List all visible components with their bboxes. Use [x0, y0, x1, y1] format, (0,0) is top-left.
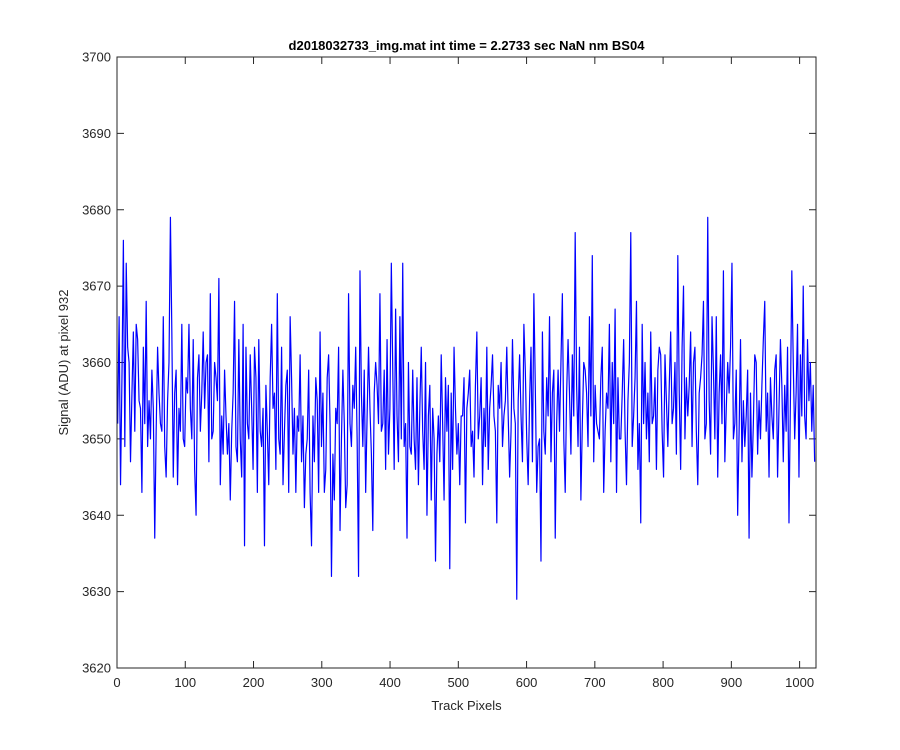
y-tick-label: 3640: [82, 508, 111, 523]
x-tick-label: 400: [379, 675, 401, 690]
x-tick-label: 0: [113, 675, 120, 690]
x-tick-label: 1000: [785, 675, 814, 690]
series-line: [117, 216, 816, 600]
x-tick-label: 300: [311, 675, 333, 690]
y-tick-labels: 3620 3630 3640 3650 3660 3670 3680 3690 3700: [82, 50, 111, 676]
y-tick-label: 3660: [82, 355, 111, 370]
y-tick-label: 3690: [82, 126, 111, 141]
x-tick-label: 200: [243, 675, 265, 690]
y-tick-label: 3670: [82, 279, 111, 294]
y-tick-label: 3650: [82, 431, 111, 446]
x-tick-label: 600: [516, 675, 538, 690]
y-tick-label: 3700: [82, 50, 111, 65]
x-tick-label: 700: [584, 675, 606, 690]
x-tick-label: 100: [174, 675, 196, 690]
x-tick-labels: 0 100 200 300 400 500 600 700 800 900 1000: [113, 675, 814, 690]
x-tick-label: 800: [652, 675, 674, 690]
x-tick-label: 500: [447, 675, 469, 690]
y-axis-title: Signal (ADU) at pixel 932: [56, 290, 71, 436]
y-tick-label: 3630: [82, 584, 111, 599]
y-tick-label: 3680: [82, 202, 111, 217]
x-axis-title: Track Pixels: [431, 698, 502, 713]
plot-frame: [116, 56, 817, 669]
x-tick-label: 900: [721, 675, 743, 690]
chart-title: d2018032733_img.mat int time = 2.2733 se…: [289, 38, 646, 53]
y-tick-label: 3620: [82, 661, 111, 676]
